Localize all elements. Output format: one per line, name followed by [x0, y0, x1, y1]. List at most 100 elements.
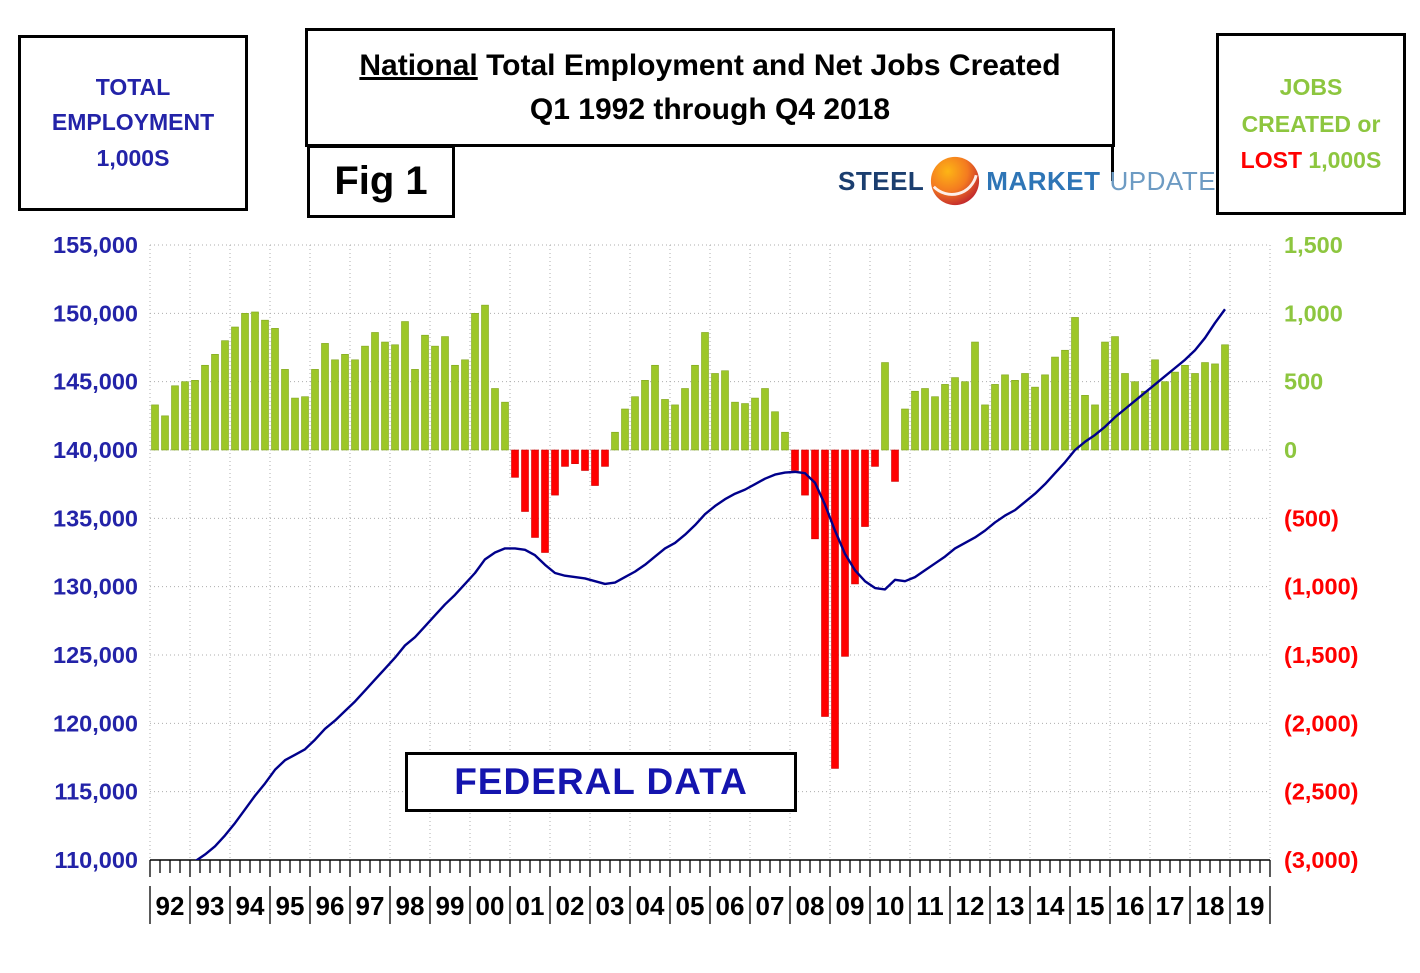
- year-labels: 92 93 94 95 96 97 98 99 00 01 02 03 04 05 06 07 08 09 10 11…: [156, 891, 1265, 921]
- year-label: 10: [876, 891, 905, 921]
- chart-title-box: National Total Employment and Net Jobs C…: [305, 28, 1115, 147]
- net-jobs-bar: [551, 449, 559, 496]
- federal-data-label: FEDERAL DATA: [454, 761, 748, 802]
- right-axis-title-lost: LOST: [1240, 147, 1303, 174]
- chart-title-rest: Total Employment and Net Jobs Created: [477, 49, 1061, 82]
- year-separators: [149, 886, 1271, 924]
- left-axis-tick-label: 130,000: [53, 574, 138, 600]
- year-label: 95: [276, 891, 305, 921]
- net-jobs-bar: [781, 431, 789, 451]
- net-jobs-bar: [671, 404, 679, 451]
- net-jobs-bar: [251, 311, 259, 451]
- net-jobs-bar: [451, 364, 459, 451]
- net-jobs-bar: [431, 345, 439, 451]
- left-axis-title-box: TOTAL EMPLOYMENT 1,000S: [18, 35, 248, 211]
- net-jobs-bar: [391, 344, 399, 451]
- year-label: 17: [1156, 891, 1185, 921]
- net-jobs-bar-series: [151, 304, 1229, 769]
- net-jobs-bar: [771, 411, 779, 451]
- left-axis-tick-label: 115,000: [54, 779, 138, 805]
- year-label: 98: [396, 891, 425, 921]
- net-jobs-bar: [981, 404, 989, 451]
- net-jobs-bar: [1201, 362, 1209, 451]
- net-jobs-bar: [651, 364, 659, 451]
- net-jobs-bar: [181, 381, 189, 451]
- year-label: 03: [596, 891, 625, 921]
- net-jobs-bar: [881, 362, 889, 451]
- year-label: 14: [1036, 891, 1065, 921]
- net-jobs-bar: [961, 381, 969, 451]
- net-jobs-bar: [571, 449, 579, 464]
- net-jobs-bar: [221, 340, 229, 451]
- left-axis-tick-label: 110,000: [54, 847, 138, 873]
- net-jobs-bar: [601, 449, 609, 467]
- net-jobs-bar: [541, 449, 549, 553]
- net-jobs-bar: [921, 388, 929, 451]
- net-jobs-bar: [871, 449, 879, 467]
- net-jobs-bar: [641, 380, 649, 451]
- year-label: 15: [1076, 891, 1105, 921]
- year-label: 99: [436, 891, 465, 921]
- left-axis-title-line3: 1,000S: [96, 144, 170, 171]
- net-jobs-bar: [661, 399, 669, 451]
- net-jobs-bar: [1021, 373, 1029, 451]
- net-jobs-bar: [401, 321, 409, 451]
- net-jobs-bar: [441, 336, 449, 451]
- total-employment-line: [194, 308, 1226, 860]
- figure-label: Fig 1: [334, 159, 428, 203]
- right-axis-tick-label: (2,500): [1284, 779, 1358, 805]
- year-label: 01: [516, 891, 545, 921]
- net-jobs-bar: [731, 401, 739, 451]
- year-label: 00: [476, 891, 505, 921]
- net-jobs-bar: [861, 449, 869, 527]
- left-axis-tick-label: 155,000: [53, 232, 138, 258]
- net-jobs-bar: [361, 345, 369, 451]
- net-jobs-bar: [1101, 341, 1109, 451]
- year-label: 08: [796, 891, 825, 921]
- left-axis-tick-label: 145,000: [53, 369, 138, 395]
- net-jobs-bar: [761, 388, 769, 451]
- net-jobs-bar: [471, 313, 479, 451]
- net-jobs-bar: [521, 449, 529, 512]
- right-axis-tick-label: (500): [1284, 505, 1339, 531]
- net-jobs-bar: [911, 390, 919, 451]
- net-jobs-bar: [331, 359, 339, 451]
- left-axis-title-line2: EMPLOYMENT: [51, 109, 215, 136]
- year-label: 92: [156, 891, 185, 921]
- net-jobs-bar: [341, 354, 349, 451]
- right-axis-tick-label: 0: [1284, 437, 1297, 463]
- net-jobs-bar: [171, 385, 179, 451]
- net-jobs-bar: [161, 415, 169, 451]
- net-jobs-bar: [1061, 349, 1069, 451]
- right-axis-tick-label: 1,500: [1284, 232, 1343, 258]
- net-jobs-bar: [461, 359, 469, 451]
- net-jobs-bar: [581, 449, 589, 471]
- net-jobs-bar: [291, 397, 299, 451]
- right-axis-tick-label: 1,000: [1284, 300, 1343, 326]
- net-jobs-bar: [1011, 380, 1019, 451]
- year-label: 97: [356, 891, 385, 921]
- net-jobs-bar: [821, 449, 829, 717]
- year-label: 13: [996, 891, 1025, 921]
- year-label: 07: [756, 891, 785, 921]
- x-axis-quarter-ticks: [149, 860, 1271, 877]
- right-axis-title-box: JOBS CREATED or LOST 1,000S: [1216, 33, 1406, 215]
- right-axis-tick-label: (1,000): [1284, 574, 1358, 600]
- year-label: 11: [916, 891, 944, 921]
- net-jobs-bar: [901, 408, 909, 451]
- net-jobs-bar: [1191, 373, 1199, 451]
- net-jobs-bar: [421, 334, 429, 451]
- logo-text-market: MARKET: [986, 165, 1101, 196]
- year-label: 12: [956, 891, 985, 921]
- net-jobs-bar: [381, 341, 389, 451]
- net-jobs-bar: [991, 384, 999, 451]
- federal-data-label-box: FEDERAL DATA: [405, 752, 797, 812]
- year-label: 19: [1236, 891, 1265, 921]
- net-jobs-bar: [931, 396, 939, 451]
- net-jobs-bar: [1031, 386, 1039, 451]
- net-jobs-bar: [1131, 381, 1139, 451]
- net-jobs-bar: [531, 449, 539, 538]
- net-jobs-bar: [791, 449, 799, 471]
- left-axis-tick-label: 125,000: [53, 642, 138, 668]
- left-axis-tick-label: 150,000: [53, 300, 138, 326]
